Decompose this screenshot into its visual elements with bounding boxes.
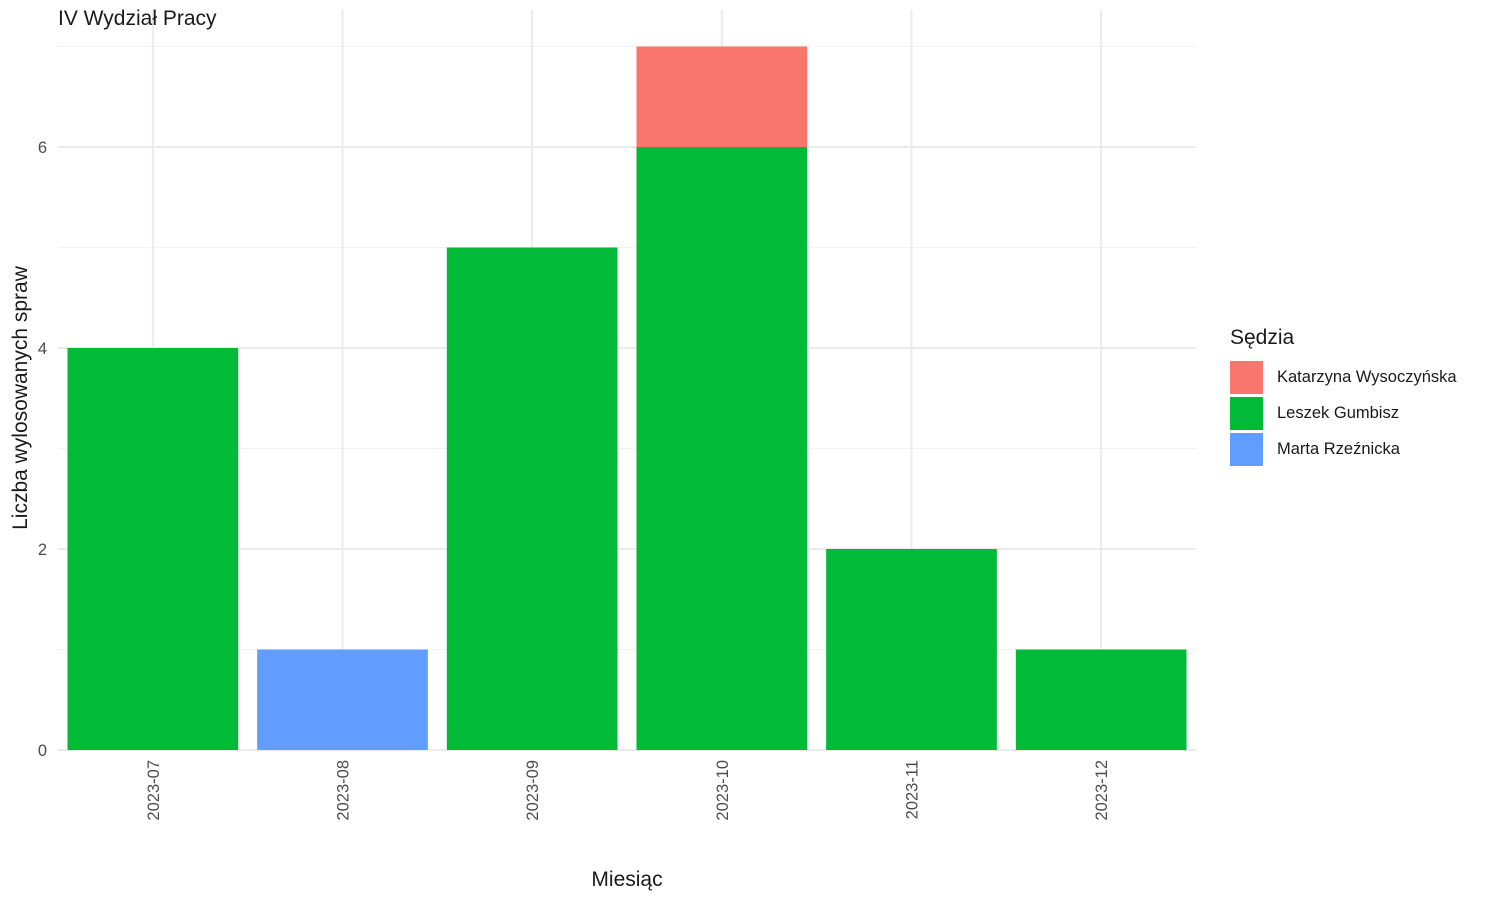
bars [67, 46, 1187, 750]
x-tick-label: 2023-12 [1093, 760, 1111, 821]
legend-items: Katarzyna Wysoczyńska Leszek Gumbisz Marta… [1230, 359, 1457, 467]
chart-title: IV Wydział Pracy [58, 7, 217, 30]
legend-item: Leszek Gumbisz [1230, 395, 1457, 431]
bar-segment [257, 649, 428, 750]
bar-segment [826, 549, 997, 750]
y-axis-label: Liczba wylosowanych spraw [9, 265, 32, 530]
legend-swatch [1230, 360, 1263, 394]
bar-segment [1015, 649, 1187, 750]
legend-label: Marta Rzeźnicka [1277, 439, 1400, 458]
legend-label: Katarzyna Wysoczyńska [1277, 367, 1457, 386]
legend-swatch [1230, 396, 1263, 430]
bar-segment [67, 348, 239, 750]
x-tick-label: 2023-07 [145, 760, 163, 821]
y-tick-label: 6 [38, 139, 47, 157]
legend-item: Marta Rzeźnicka [1230, 431, 1457, 467]
legend: Sędzia Katarzyna Wysoczyńska Leszek Gumbi… [1230, 326, 1457, 467]
x-tick-label: 2023-09 [524, 760, 542, 821]
bar-segment [636, 46, 808, 147]
y-tick-label: 0 [38, 742, 47, 760]
legend-title: Sędzia [1230, 326, 1295, 349]
x-tick-label: 2023-10 [714, 760, 732, 821]
legend-swatch [1230, 432, 1263, 466]
y-tick-label: 4 [38, 340, 47, 358]
legend-item: Katarzyna Wysoczyńska [1230, 359, 1457, 395]
bar-segment [636, 147, 808, 750]
y-tick-label: 2 [38, 541, 47, 559]
bar-segment [446, 247, 618, 750]
x-tick-label: 2023-11 [904, 760, 922, 819]
x-axis-ticks: 2023-07 2023-08 2023-09 2023-10 2023-11 2023-… [145, 760, 1111, 821]
x-axis-label: Miesiąc [591, 868, 662, 891]
y-axis-ticks: 0 2 4 6 [38, 139, 47, 760]
x-tick-label: 2023-08 [335, 760, 353, 821]
legend-label: Leszek Gumbisz [1277, 403, 1399, 422]
